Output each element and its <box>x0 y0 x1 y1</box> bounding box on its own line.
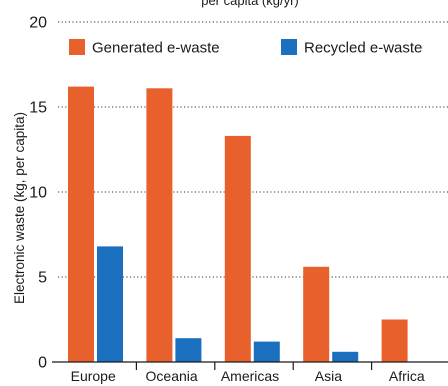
legend-swatch <box>69 39 85 55</box>
legend: Generated e-waste Recycled e-waste <box>69 39 422 57</box>
grid <box>58 21 448 278</box>
bar-generated-africa <box>381 319 408 362</box>
bar-recycled-asia <box>332 351 359 362</box>
x-tick-label: Africa <box>389 368 425 384</box>
legend-label: Generated e-waste <box>92 40 220 57</box>
y-axis: 0 5 10 15 20 <box>29 15 47 372</box>
bars <box>68 86 408 363</box>
legend-swatch <box>281 39 297 55</box>
y-axis-label: Electronic waste (kg, per capita) <box>12 112 27 304</box>
bar-generated-europe <box>68 86 94 362</box>
top-text-fragment: per capita (kg/yr) <box>201 0 299 8</box>
y-tick-label: 0 <box>38 355 47 372</box>
x-tick-label: Oceania <box>146 368 198 384</box>
y-tick-label: 15 <box>29 100 47 117</box>
bar-recycled-oceania <box>175 338 202 362</box>
bar-recycled-europe <box>97 246 123 362</box>
y-tick-label: 20 <box>29 15 47 32</box>
bar-generated-americas <box>224 135 251 362</box>
bar-recycled-americas <box>253 341 280 362</box>
x-tick-label: Americas <box>221 368 279 384</box>
x-tick-label: Asia <box>315 368 342 384</box>
bar-generated-asia <box>303 266 330 362</box>
x-tick-label: Europe <box>71 368 116 384</box>
legend-label: Recycled e-waste <box>304 40 422 57</box>
x-axis: Europe Oceania Americas Asia Africa <box>52 361 448 384</box>
bar-generated-oceania <box>146 88 173 363</box>
y-tick-label: 10 <box>29 185 47 202</box>
y-tick-label: 5 <box>38 270 47 287</box>
